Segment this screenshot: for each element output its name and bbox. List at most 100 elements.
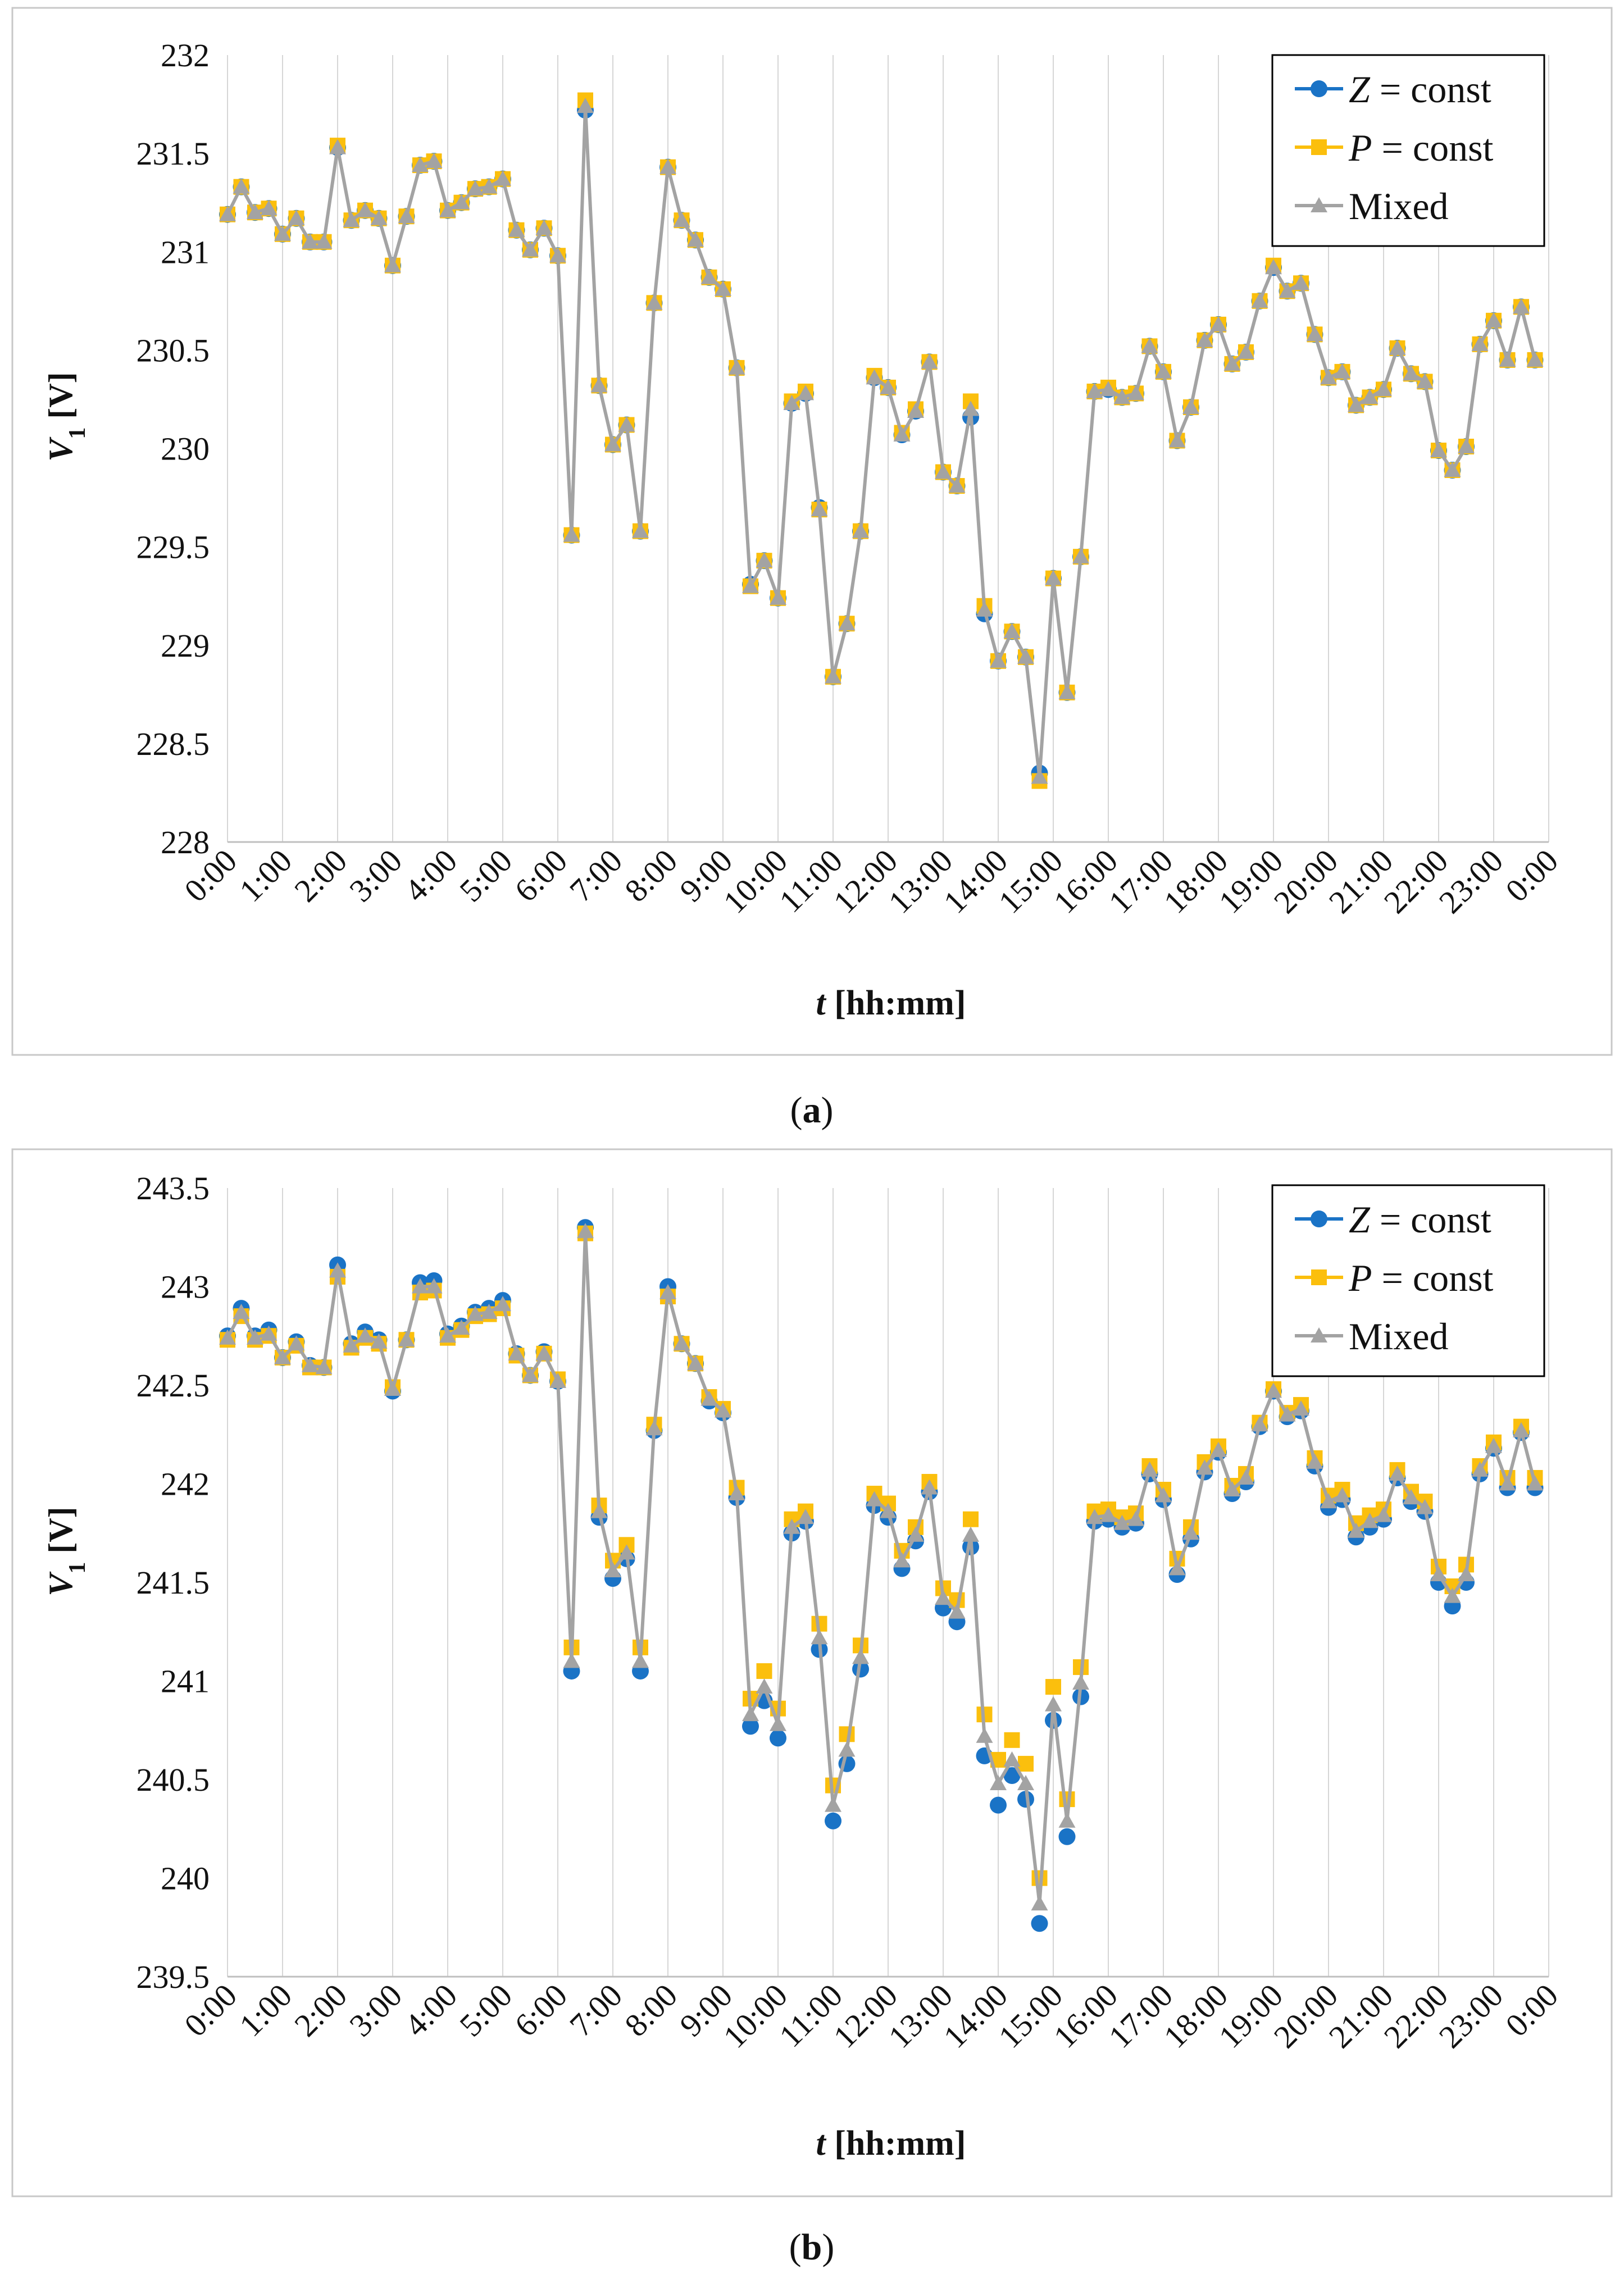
chart-a-point-mixed [742,577,759,593]
chart-b-point-mixed [1458,1565,1475,1581]
chart-a-legend-items: Z = const P = const Mixed [1295,68,1494,227]
chart-a-point-mixed [1471,335,1489,351]
chart-a-point-mixed [797,385,814,401]
chart-a-legend-entry-mixed: Mixed [1295,185,1449,227]
chart-b-y-tick-label: 242.5 [137,1367,210,1404]
chart-b-point-mixed [357,1327,374,1343]
chart-b-point-mixed [439,1327,456,1343]
chart-b-y-tick-label: 241.5 [137,1564,210,1601]
chart-b-point-mixed [1389,1465,1406,1481]
chart-a-point-mixed [398,208,415,224]
chart-b-point-mixed [315,1359,333,1375]
chart-b-point-mixed [1223,1481,1241,1497]
chart-a-y-tick-label: 230 [161,431,210,467]
chart-a-legend-marker-z-const [1311,80,1327,97]
chart-a-point-mixed [1196,331,1213,347]
chart-b-point-mixed [1403,1489,1420,1505]
chart-a-legend-label: Z = const [1349,68,1491,111]
chart-b-point-mixed [343,1337,360,1353]
chart-a-point-mixed [1251,292,1268,308]
chart-b-point-mixed [302,1357,319,1372]
chart-b-point-mixed [370,1333,388,1349]
chart-b-y-tick-label: 240.5 [137,1762,210,1798]
chart-b-point-z-const [852,1660,869,1678]
chart-b-point-z-const [1031,1915,1048,1932]
chart-b-series-layer [219,1219,1544,1932]
chart-a-x-axis-label: t [hh:mm] [816,984,966,1022]
chart-b-point-mixed [288,1335,305,1351]
chart-a-point-mixed [219,206,236,221]
chart-a-point-mixed [233,178,250,194]
chart-b-point-mixed [1155,1487,1172,1503]
chart-a-legend-label: Mixed [1349,185,1449,227]
chart-b-point-mixed [1306,1453,1323,1469]
chart-a-series-layer [219,92,1544,789]
chart-a-point-mixed [659,158,676,174]
chart-a-point-mixed [1072,548,1089,564]
chart-b-point-mixed [687,1355,704,1371]
chart-b-point-mixed [645,1420,663,1436]
chart-b-point-mixed [1334,1487,1351,1503]
chart-a-legend-label: P = const [1348,126,1494,169]
chart-b-point-mixed [233,1304,250,1319]
chart-a-point-mixed [948,477,966,493]
chart-a-point-mixed [838,615,856,631]
chart-b-point-mixed [976,1727,993,1743]
chart-a-point-mixed [1058,684,1076,699]
chart-a-point-mixed [811,501,828,517]
chart-a-point-mixed [535,220,553,235]
chart-a-series-mixed [219,98,1544,784]
chart-b-point-mixed [494,1296,511,1312]
chart-a-point-mixed [563,526,580,542]
chart-b-point-mixed [1003,1751,1021,1767]
chart-a-point-mixed [1430,442,1447,458]
chart-a-point-mixed [1045,570,1062,585]
chart-b-point-mixed [990,1775,1007,1791]
chart-a-y-tick-label: 228 [161,824,210,861]
chart-a-point-mixed [852,522,869,538]
chart-b-point-mixed [756,1678,773,1694]
chart-b-point-mixed [398,1331,415,1347]
chart-b-point-mixed [577,1223,594,1239]
chart-b-point-mixed [838,1741,856,1757]
chart-a-point-mixed [1416,373,1434,389]
chart-b-point-mixed [1320,1493,1337,1509]
chart-a-point-mixed [1238,343,1254,359]
chart-a-point-mixed [1485,312,1502,327]
chart-b-point-mixed [1251,1416,1268,1432]
chart-b-point-mixed [549,1372,566,1388]
chart-b-y-tick-labels: 239.5 240 240.5 241 241.5 242 242.5 243 243.5 [137,1170,210,1995]
chart-b-point-z-const [770,1730,786,1747]
chart-a-point-mixed [508,221,525,237]
chart-b-y-tick-label: 241 [161,1663,210,1700]
chart-a-point-mixed [962,401,979,416]
chart-b-y-tick-label: 243.5 [137,1170,210,1207]
chart-a-point-mixed [1389,339,1406,355]
chart-a-point-mixed [825,668,841,684]
chart-a-point-mixed [645,294,663,310]
chart-b-legend-label: Mixed [1349,1315,1449,1358]
chart-a-point-mixed [700,268,718,284]
chart-a-point-mixed [302,233,319,249]
chart-b-point-mixed [467,1305,484,1321]
chart-b-point-mixed [1086,1509,1103,1524]
chart-a-legend-entry-z-const: Z = const [1295,68,1491,111]
chart-b-point-mixed [1375,1507,1392,1522]
chart-a-y-tick-label: 230.5 [137,332,210,368]
chart-a-point-mixed [1182,398,1199,414]
chart-a-point-mixed [866,369,883,385]
chart-a-point-mixed [1348,397,1364,412]
chart-a-point-mixed [357,202,374,217]
chart-b-legend-entry-z-const: Z = const [1295,1198,1491,1241]
chart-b-point-mixed [260,1325,278,1341]
chart-a-point-mixed [315,233,333,249]
chart-b-point-mixed [866,1491,883,1507]
chart-b-point-mixed [1238,1469,1254,1485]
chart-a-point-mixed [756,552,773,568]
chart-b-y-tick-label: 240 [161,1860,210,1897]
chart-a-point-mixed [260,200,278,216]
chart-b-point-mixed [783,1518,800,1534]
chart-a-point-mixed [1223,355,1241,371]
chart-b-point-mixed [1141,1461,1158,1477]
